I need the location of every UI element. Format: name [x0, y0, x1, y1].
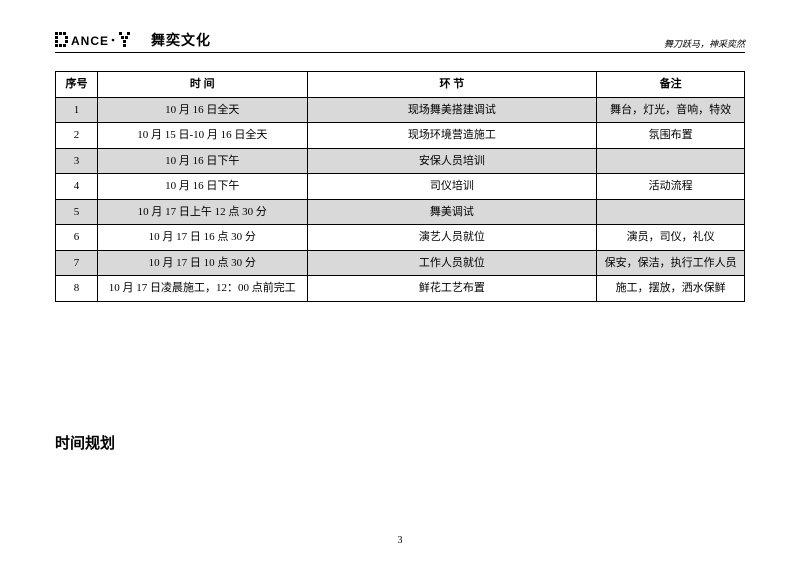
table-row: 210 月 15 日-10 月 16 日全天现场环境营造施工氛围布置: [56, 123, 745, 149]
logo-block: ANCE 舞奕文化: [55, 30, 211, 50]
table-row: 610 月 17 日 16 点 30 分演艺人员就位演员，司仪，礼仪: [56, 225, 745, 251]
cell-note: [597, 199, 745, 225]
cell-phase: 现场环境营造施工: [307, 123, 597, 149]
section-title: 时间规划: [55, 432, 745, 453]
cell-note: 氛围布置: [597, 123, 745, 149]
cell-phase: 演艺人员就位: [307, 225, 597, 251]
cell-note: 活动流程: [597, 174, 745, 200]
cell-note: 保安，保洁，执行工作人员: [597, 250, 745, 276]
cell-seq: 1: [56, 97, 98, 123]
cell-phase: 舞美调试: [307, 199, 597, 225]
cell-seq: 8: [56, 276, 98, 302]
cell-time: 10 月 17 日 10 点 30 分: [97, 250, 307, 276]
table-row: 810 月 17 日凌晨施工，12：00 点前完工鲜花工艺布置施工，摆放，洒水保…: [56, 276, 745, 302]
table-header-row: 序号 时 间 环 节 备注: [56, 72, 745, 98]
table-row: 510 月 17 日上午 12 点 30 分舞美调试: [56, 199, 745, 225]
col-header-note: 备注: [597, 72, 745, 98]
cell-note: 施工，摆放，洒水保鲜: [597, 276, 745, 302]
tagline: 舞刀跃马，神采奕然: [664, 37, 745, 50]
col-header-seq: 序号: [56, 72, 98, 98]
svg-text:ANCE: ANCE: [71, 34, 109, 48]
table-row: 710 月 17 日 10 点 30 分工作人员就位保安，保洁，执行工作人员: [56, 250, 745, 276]
cell-time: 10 月 16 日下午: [97, 148, 307, 174]
table-row: 410 月 16 日下午司仪培训活动流程: [56, 174, 745, 200]
cell-phase: 司仪培训: [307, 174, 597, 200]
cell-time: 10 月 16 日全天: [97, 97, 307, 123]
cell-time: 10 月 17 日凌晨施工，12：00 点前完工: [97, 276, 307, 302]
cell-note: 舞台，灯光，音响，特效: [597, 97, 745, 123]
cell-phase: 安保人员培训: [307, 148, 597, 174]
cell-note: 演员，司仪，礼仪: [597, 225, 745, 251]
col-header-phase: 环 节: [307, 72, 597, 98]
brand-text: 舞奕文化: [151, 30, 211, 50]
cell-phase: 现场舞美搭建调试: [307, 97, 597, 123]
page-number: 3: [0, 535, 800, 546]
cell-time: 10 月 17 日上午 12 点 30 分: [97, 199, 307, 225]
cell-seq: 2: [56, 123, 98, 149]
cell-time: 10 月 16 日下午: [97, 174, 307, 200]
cell-time: 10 月 17 日 16 点 30 分: [97, 225, 307, 251]
cell-phase: 鲜花工艺布置: [307, 276, 597, 302]
cell-seq: 6: [56, 225, 98, 251]
cell-seq: 5: [56, 199, 98, 225]
schedule-table: 序号 时 间 环 节 备注 110 月 16 日全天现场舞美搭建调试舞台，灯光，…: [55, 71, 745, 302]
cell-seq: 3: [56, 148, 98, 174]
cell-note: [597, 148, 745, 174]
cell-phase: 工作人员就位: [307, 250, 597, 276]
dance-logo-icon: ANCE: [55, 32, 145, 48]
cell-time: 10 月 15 日-10 月 16 日全天: [97, 123, 307, 149]
cell-seq: 7: [56, 250, 98, 276]
cell-seq: 4: [56, 174, 98, 200]
col-header-time: 时 间: [97, 72, 307, 98]
page-header: ANCE 舞奕文化 舞刀跃马，神采奕然: [55, 30, 745, 53]
table-row: 310 月 16 日下午安保人员培训: [56, 148, 745, 174]
table-row: 110 月 16 日全天现场舞美搭建调试舞台，灯光，音响，特效: [56, 97, 745, 123]
